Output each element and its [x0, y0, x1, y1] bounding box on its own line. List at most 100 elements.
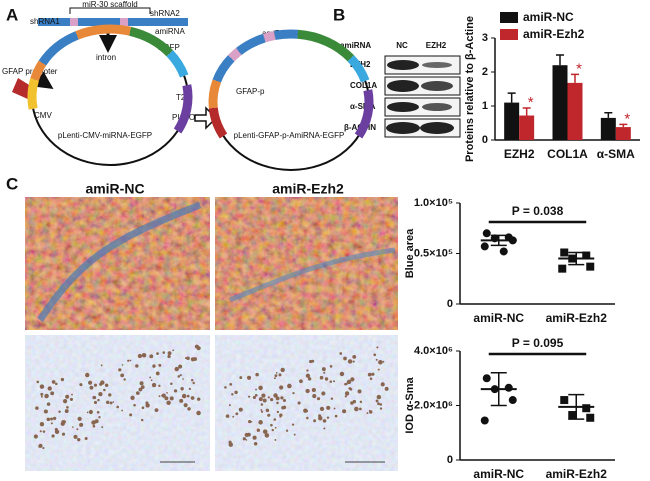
stain-dot: [297, 401, 301, 405]
stain-dot: [98, 391, 103, 397]
stain-dot: [149, 376, 152, 379]
stain-dot: [177, 375, 181, 378]
stain-dot: [380, 382, 385, 387]
image-texture: [215, 335, 398, 471]
stain-dot: [382, 360, 385, 363]
stain-dot: [375, 399, 379, 403]
stain-dot: [258, 385, 263, 391]
stain-dot: [197, 397, 201, 401]
stain-dot: [318, 414, 322, 418]
lane-label: NC: [396, 41, 408, 50]
point: [582, 404, 591, 413]
stain-dot: [190, 379, 194, 382]
stain-dot: [225, 414, 230, 418]
stain-dot: [256, 428, 261, 432]
row-label: COL1A: [350, 81, 377, 90]
y-tick-label: 2.0×10⁶: [414, 399, 453, 411]
stain-dot: [248, 395, 251, 398]
point: [586, 262, 595, 271]
stain-dot: [64, 409, 69, 414]
stain-dot: [291, 423, 295, 426]
stain-dot: [377, 402, 380, 406]
stain-dot: [376, 394, 382, 400]
stain-dot: [285, 429, 289, 432]
stain-dot: [267, 396, 270, 399]
panel-label: A: [6, 5, 18, 24]
point: [560, 248, 569, 257]
plasmid-segment: [208, 107, 228, 139]
stain-dot: [154, 408, 159, 413]
stain-dot: [265, 408, 270, 413]
stain-dot: [93, 396, 97, 400]
stain-dot: [179, 374, 182, 377]
stain-dot: [43, 409, 48, 414]
stain-dot: [299, 379, 303, 384]
stain-dot: [375, 358, 378, 361]
point: [482, 374, 491, 383]
stain-dot: [229, 383, 233, 386]
stain-dot: [274, 438, 277, 441]
p-value: P = 0.095: [512, 336, 564, 350]
stain-dot: [344, 382, 347, 386]
point: [482, 229, 491, 238]
band: [386, 122, 420, 134]
stain-dot: [323, 427, 326, 430]
stain-dot: [261, 393, 266, 398]
plasmid-segment: [27, 78, 40, 110]
p-value: P = 0.038: [512, 204, 564, 218]
stain-dot: [166, 400, 171, 406]
y-tick-label: 0: [447, 454, 453, 466]
stain-dot: [329, 380, 333, 383]
stain-dot: [373, 353, 377, 357]
stain-dot: [344, 395, 347, 398]
legend-swatch: [500, 29, 518, 40]
stain-dot: [39, 422, 45, 427]
stain-dot: [65, 394, 70, 399]
stain-dot: [307, 377, 312, 381]
stain-dot: [280, 367, 285, 373]
fibrosis: [37, 201, 202, 322]
stain-dot: [141, 406, 145, 410]
stain-dot: [42, 446, 45, 450]
plasmid-segment: [75, 24, 132, 40]
stain-dot: [369, 377, 373, 381]
label: pLenti-CMV-miRNA-EGFP: [58, 131, 152, 140]
stain-dot: [169, 396, 174, 401]
stain-dot: [179, 398, 184, 403]
stain-dot: [339, 352, 343, 355]
stain-dot: [79, 422, 84, 427]
stain-dot: [40, 395, 43, 398]
stain-dot: [77, 437, 81, 442]
stain-dot: [262, 398, 267, 403]
y-axis-label: IOD α-Sma: [404, 376, 416, 433]
stain-dot: [93, 400, 98, 405]
stain-dot: [379, 403, 383, 406]
stain-dot: [271, 428, 274, 432]
stain-dot: [258, 420, 263, 425]
stain-dot: [324, 377, 329, 381]
stain-dot: [167, 351, 172, 356]
band: [422, 62, 452, 68]
stain-dot: [135, 364, 139, 368]
stain-dot: [367, 372, 372, 377]
stain-dot: [273, 377, 276, 380]
stain-dot: [155, 371, 160, 376]
stain-dot: [44, 393, 49, 399]
plasmid-segment: [228, 47, 242, 62]
stain-dot: [246, 375, 252, 380]
stain-dot: [92, 424, 96, 428]
y-axis-label: Proteins relative to β-Actine: [464, 16, 476, 162]
stain-dot: [129, 359, 132, 362]
stain-dot: [181, 393, 187, 399]
stain-dot: [190, 357, 196, 362]
stain-dot: [71, 393, 73, 396]
stain-dot: [292, 391, 295, 395]
stain-dot: [273, 418, 277, 421]
stain-dot: [158, 363, 162, 367]
stain-dot: [140, 418, 144, 422]
stain-dot: [276, 410, 280, 414]
stain-dot: [140, 385, 145, 390]
plasmid-segment: [212, 55, 235, 83]
stain-dot: [279, 413, 283, 417]
